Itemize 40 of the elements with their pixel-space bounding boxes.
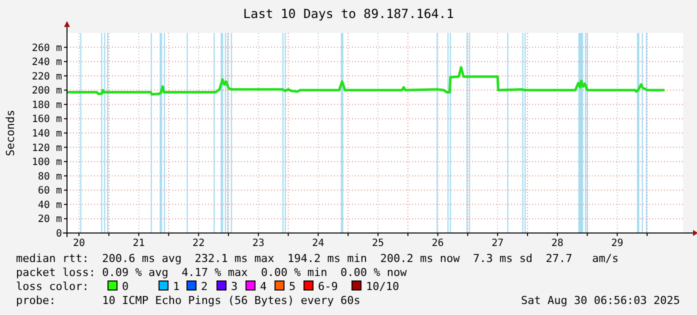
text: 3: [231, 280, 238, 293]
text: 6-9: [318, 280, 338, 293]
y-tick-label: 180 m: [32, 100, 62, 111]
y-tick-label: 240 m: [32, 57, 62, 68]
y-tick-label: 60 m: [38, 186, 62, 197]
y-tick-label: 260 m: [32, 42, 62, 54]
y-tick-label: 0: [56, 228, 62, 240]
y-tick-label: 100 m: [32, 157, 62, 168]
y-tick-label: 40 m: [38, 200, 62, 211]
y-tick-label: 160 m: [32, 114, 62, 126]
y-tick-label: 220 m: [32, 71, 62, 82]
y-axis-title: Seconds: [4, 110, 17, 156]
text: median rtt: 200.6 ms avg 232.1 ms max 194.2 ms min 200.2 ms now 7.3 ms sd 27.7 am/s: [16, 252, 619, 265]
text: packet loss: 0.09 % avg 4.17 % max 0.00 % min 0.00 % now: [16, 266, 408, 279]
y-tick-label: 140 m: [32, 128, 62, 140]
text: loss color:: [16, 280, 89, 293]
y-tick-label: 20 m: [38, 214, 62, 226]
line-series: [66, 66, 666, 96]
x-tick-label: 26: [432, 238, 444, 249]
x-tick-label: 21: [132, 238, 145, 249]
x-tick-label: 28: [551, 238, 564, 249]
text: 1: [173, 280, 180, 293]
text: 2: [201, 280, 208, 293]
text: probe: 10 ICMP Echo Pings (56 Bytes) every 60s: [16, 294, 360, 307]
x-tick-label: 27: [492, 238, 504, 249]
y-tick-label: 80 m: [38, 171, 62, 182]
y-tick-label: 200 m: [32, 86, 62, 97]
text: 5: [289, 280, 296, 293]
text: Sat Aug 30 06:56:03 2025: [521, 294, 680, 307]
chart-title: Last 10 Days to 89.187.164.1: [243, 6, 454, 21]
text: 10/10: [366, 280, 400, 293]
x-tick-label: 22: [192, 238, 205, 249]
x-tick-label: 25: [372, 238, 384, 249]
x-tick-label: 23: [252, 238, 264, 249]
x-tick-label: 29: [611, 238, 624, 249]
text: 0: [122, 280, 129, 293]
x-tick-label: 24: [312, 238, 324, 249]
x-tick-label: 20: [72, 238, 85, 249]
text: 4: [260, 280, 267, 293]
y-tick-label: 120 m: [32, 142, 62, 154]
